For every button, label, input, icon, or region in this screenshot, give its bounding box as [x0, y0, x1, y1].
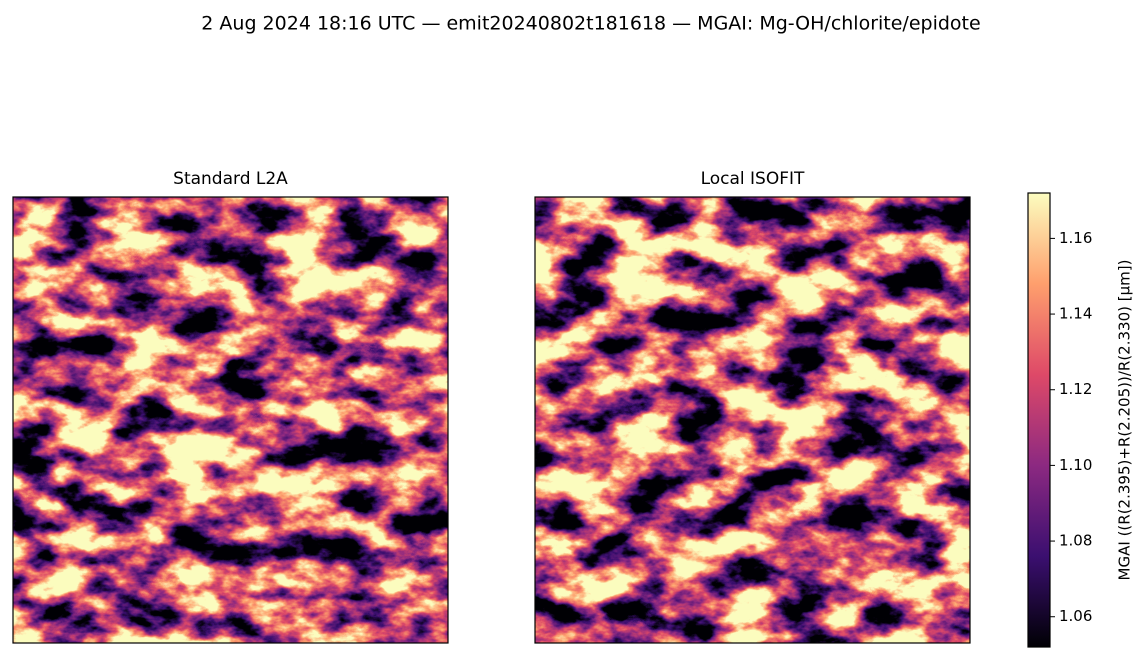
tick-label: 1.06: [1059, 607, 1092, 625]
colorbar: [1027, 192, 1051, 648]
raster-image: [535, 197, 970, 643]
figure-title: 2 Aug 2024 18:16 UTC — emit20240802t1816…: [201, 13, 980, 35]
tick-label: 1.14: [1059, 305, 1092, 323]
tick-label: 1.16: [1059, 229, 1092, 247]
panel-title: Standard L2A: [173, 169, 288, 189]
tick-label: 1.10: [1059, 456, 1092, 474]
tick-label: 1.08: [1059, 532, 1092, 550]
colorbar-label: MGAI ((R(2.395)+R(2.205))/R(2.330) [µm]): [1116, 260, 1134, 581]
raster-image: [13, 197, 448, 643]
tick-label: 1.12: [1059, 380, 1092, 398]
axes-frame: [12, 196, 449, 644]
panel-title: Local ISOFIT: [701, 169, 805, 189]
axes-frame: [534, 196, 971, 644]
